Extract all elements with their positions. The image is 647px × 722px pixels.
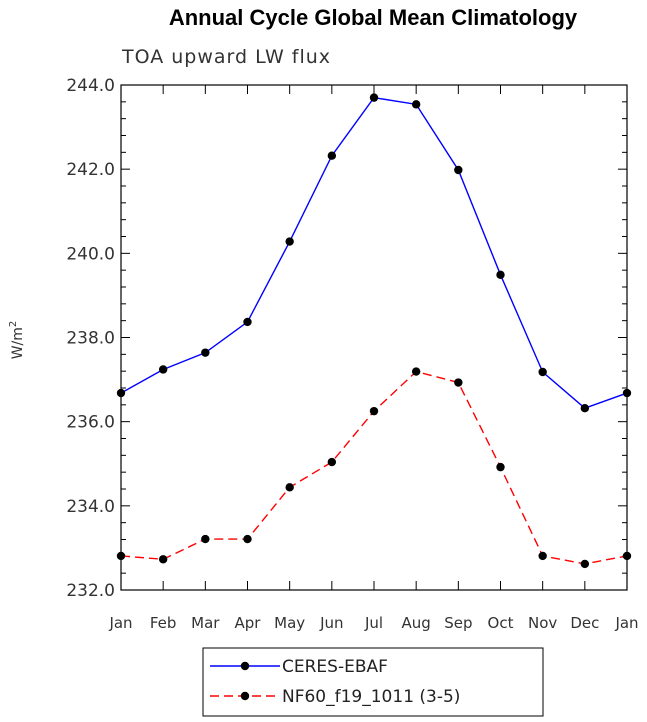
legend-label-0: CERES-EBAF	[282, 657, 388, 677]
legend-marker-1	[240, 691, 250, 701]
data-point-series-0	[454, 165, 463, 175]
data-point-series-1	[116, 551, 126, 561]
y-axis-label: W/m2	[8, 321, 26, 360]
legend-label-1: NF60_f19_1011 (3-5)	[282, 687, 460, 707]
x-tick-label: Apr	[235, 614, 262, 632]
y-tick-label: 240.0	[66, 244, 115, 264]
y-axis-label-superscript: 2	[8, 321, 19, 327]
legend-box	[202, 647, 544, 717]
data-point-series-0	[327, 151, 337, 160]
x-tick-label: Sep	[444, 614, 472, 632]
data-point-series-0	[496, 270, 505, 279]
data-point-series-1	[369, 406, 379, 416]
x-tick-label: Jan	[614, 614, 638, 632]
x-tick-label: Jan	[108, 614, 132, 632]
data-point-series-0	[201, 348, 210, 357]
data-point-series-0	[411, 100, 421, 109]
x-tick-label: Feb	[150, 614, 177, 632]
data-point-series-1	[538, 551, 547, 561]
data-point-series-0	[538, 367, 547, 377]
data-point-series-0	[580, 404, 590, 413]
y-tick-label: 238.0	[66, 329, 115, 349]
data-point-series-0	[158, 365, 168, 374]
x-tick-label: Mar	[191, 614, 220, 632]
series-layer	[116, 93, 632, 569]
x-tick-label: Jul	[364, 614, 383, 632]
data-point-series-0	[243, 317, 252, 327]
x-tick-label: May	[274, 614, 305, 632]
data-point-series-0	[116, 388, 126, 398]
data-point-series-1	[496, 462, 505, 472]
data-point-series-0	[622, 388, 632, 398]
data-point-series-1	[285, 483, 294, 492]
data-point-series-1	[243, 534, 252, 544]
data-point-series-1	[454, 378, 463, 387]
x-tick-label: Dec	[570, 614, 599, 632]
data-point-series-0	[369, 93, 379, 102]
y-tick-label: 242.0	[66, 160, 115, 180]
data-point-series-1	[158, 555, 168, 564]
chart-subtitle: TOA upward LW flux	[121, 46, 331, 68]
y-tick-label: 234.0	[66, 497, 115, 517]
data-point-series-1	[327, 457, 337, 467]
x-tick-label: Oct	[488, 614, 514, 632]
x-tick-label: Aug	[402, 614, 431, 632]
data-point-series-1	[411, 367, 421, 376]
x-tick-label: Nov	[528, 614, 557, 632]
chart-title: Annual Cycle Global Mean Climatology	[169, 5, 578, 30]
series-line-1	[120, 370, 628, 565]
series-line-0	[120, 96, 628, 409]
data-point-series-1	[580, 559, 590, 569]
y-axis-label-main: W/m	[10, 327, 26, 359]
data-point-series-1	[201, 534, 210, 544]
y-tick-label: 244.0	[66, 76, 115, 96]
y-tick-label: 236.0	[66, 413, 115, 433]
data-point-series-1	[622, 551, 632, 561]
legend: CERES-EBAF NF60_f19_1011 (3-5)	[202, 647, 544, 717]
legend-marker-0	[240, 661, 250, 671]
plot-frame	[120, 84, 628, 591]
axes: 232.0 234.0 236.0 238.0 240.0 242.0 244.0 Jan Fe…	[66, 76, 638, 632]
y-tick-label: 232.0	[66, 581, 115, 601]
data-point-series-0	[285, 237, 294, 246]
x-tick-label: Jun	[319, 614, 343, 632]
